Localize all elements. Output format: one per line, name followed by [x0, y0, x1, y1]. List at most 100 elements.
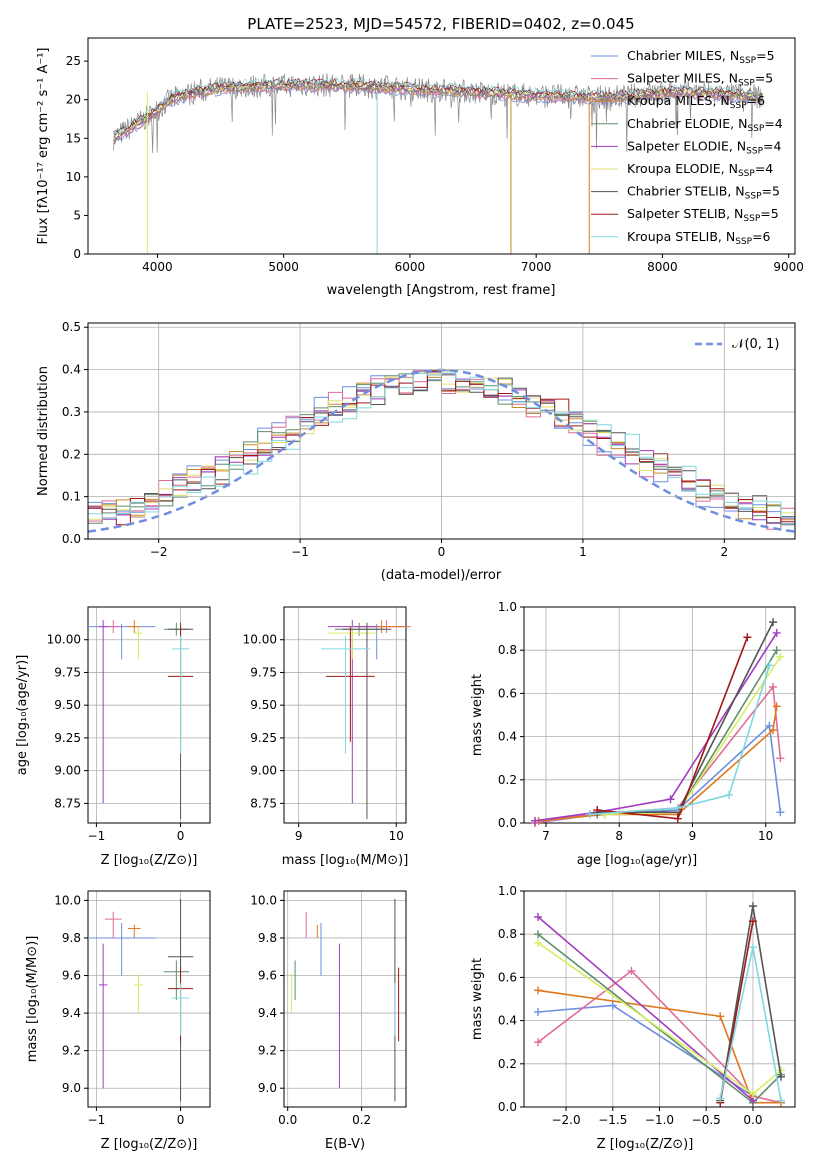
age-z-xlabel: Z [log₁₀(Z/Z⊙)]: [101, 853, 198, 868]
age-weight-marker: [673, 814, 682, 823]
x-tick-label: 7: [542, 829, 550, 843]
z-weight-marker: [534, 1038, 543, 1047]
age-weight-line-7: [597, 621, 774, 814]
z-weight-marker: [776, 1072, 785, 1081]
age-weight-marker: [593, 806, 602, 815]
y-tick-label: 9.2: [258, 1044, 277, 1058]
age-weight-marker: [666, 795, 675, 804]
age-weight-marker: [673, 803, 682, 812]
y-tick-label: 0.5: [62, 320, 81, 334]
spectrum-lines: [112, 73, 764, 254]
y-tick-label: 0.4: [498, 730, 517, 744]
y-tick-label: 10.0: [250, 893, 277, 907]
age-weight-marker: [769, 726, 778, 735]
y-tick-label: 9.25: [54, 731, 81, 745]
age-weight-marker: [772, 646, 781, 655]
y-tick-label: 0.2: [498, 1057, 517, 1071]
y-tick-label: 9.2: [62, 1044, 81, 1058]
legend-label: Kroupa MILES, NSSP=6: [627, 93, 765, 111]
legend-label: Chabrier STELIB, NSSP=5: [627, 184, 780, 202]
y-tick-label: 0.6: [498, 970, 517, 984]
y-tick-label: 9.6: [258, 969, 277, 983]
mass-z-ylabel: mass [log₁₀(M/M⊙)]: [25, 936, 40, 1063]
spectrum-axes: 4000 5000 6000 7000 8000 9000 0 5 10 15 20 25: [66, 37, 804, 274]
y-tick-label: 5: [73, 208, 81, 222]
y-tick-label: 15: [66, 131, 81, 145]
ageweight-ylabel: mass weight: [470, 674, 485, 756]
y-tick-label: 9.75: [54, 665, 81, 679]
x-tick-label: −1: [291, 545, 309, 559]
z-weight-marker: [534, 930, 543, 939]
legend-label: Chabrier ELODIE, NSSP=4: [627, 116, 783, 134]
mass-vs-ebv-panel: 0.0 0.2 9.0 9.2 9.4 9.6 9.8 10.0: [250, 890, 407, 1127]
legend-label: Salpeter MILES, NSSP=5: [627, 71, 773, 89]
x-tick-label: 9: [689, 829, 697, 843]
x-tick-label: 5000: [268, 260, 299, 274]
y-tick-label: 0.2: [62, 447, 81, 461]
z-weight-line-3: [537, 989, 781, 1104]
mass-weight-vs-age-panel: 7 8 9 10 0.0 0.2 0.4 0.6 0.8 1.0: [498, 600, 796, 843]
spectrum-legend: Chabrier MILES, NSSP=5 Salpeter MILES, NS…: [591, 48, 783, 247]
x-tick-label: 9: [295, 829, 303, 843]
y-tick-label: 9.8: [258, 931, 277, 945]
age-mass-xlabel: mass [log₁₀(M/M⊙)]: [282, 853, 409, 868]
z-weight-marker: [534, 1007, 543, 1016]
x-tick-label: −0.5: [692, 1113, 721, 1127]
z-weight-marker: [608, 1001, 617, 1010]
zweight-xlabel: Z [log₁₀(Z/Z⊙)]: [597, 1137, 694, 1152]
y-tick-label: 0.0: [62, 532, 81, 546]
y-tick-label: 0.8: [498, 643, 517, 657]
x-tick-label: 2: [720, 545, 728, 559]
mass-weight-vs-z-panel: −2.0 −1.5 −1.0 −0.5 0.0 0.0 0.2 0.4 0.6 0.8 1.0: [498, 884, 796, 1127]
age-weight-marker: [743, 633, 752, 642]
mass-vs-z-panel: −1 0 9.0 9.2 9.4 9.6 9.8 10.0: [54, 890, 211, 1127]
z-weight-marker: [716, 1012, 725, 1021]
age-weight-marker: [765, 721, 774, 730]
y-tick-label: 0.2: [498, 773, 517, 787]
model-spectrum-8: [113, 77, 763, 134]
z-weight-marker: [716, 1094, 725, 1103]
y-tick-label: 10: [66, 170, 81, 184]
z-weight-marker: [748, 902, 757, 911]
age-weight-marker: [585, 810, 594, 819]
y-tick-label: 9.00: [54, 764, 81, 778]
x-tick-label: 0: [438, 545, 446, 559]
model-spectrum-2: [113, 84, 763, 144]
legend-label: Salpeter STELIB, NSSP=5: [627, 206, 779, 224]
y-tick-label: 20: [66, 93, 81, 107]
z-weight-marker: [534, 912, 543, 921]
y-tick-label: 8.75: [54, 796, 81, 810]
y-tick-label: 9.0: [258, 1081, 277, 1095]
residual-xlabel: (data-model)/error: [381, 568, 502, 583]
x-tick-label: −1: [88, 829, 106, 843]
y-tick-label: 0.1: [62, 490, 81, 504]
x-tick-label: 0: [177, 829, 185, 843]
y-tick-label: 9.6: [62, 969, 81, 983]
model-spectrum-7: [113, 78, 763, 135]
x-tick-label: 8000: [647, 260, 678, 274]
residual-legend: 𝒩(0, 1): [695, 337, 779, 352]
plot-frame: [283, 890, 407, 1108]
model-spectrum-9: [113, 77, 762, 135]
age-weight-line-8: [597, 636, 749, 820]
model-spectrum-1: [113, 86, 763, 145]
z-weight-line-5: [537, 916, 754, 1102]
y-tick-label: 0.3: [62, 405, 81, 419]
age-weight-marker: [772, 628, 781, 637]
y-tick-label: 1.0: [498, 884, 517, 898]
plot-frame: [87, 322, 796, 540]
y-tick-label: 0.8: [498, 927, 517, 941]
y-tick-label: 9.4: [258, 1006, 277, 1020]
y-tick-label: 0.0: [498, 816, 517, 830]
legend-label: Salpeter ELODIE, NSSP=4: [627, 138, 782, 156]
z-weight-marker: [534, 986, 543, 995]
age-vs-z-panel: −1 0 8.75 9.00 9.25 9.50 9.75 10.00: [47, 606, 211, 843]
plot-frame: [87, 890, 211, 1108]
y-tick-label: 9.50: [54, 698, 81, 712]
y-tick-label: 8.75: [250, 796, 277, 810]
legend-label: Kroupa ELODIE, NSSP=4: [627, 161, 773, 179]
x-tick-label: −2.0: [551, 1113, 580, 1127]
x-tick-label: 9000: [773, 260, 804, 274]
x-tick-label: 10: [758, 829, 773, 843]
